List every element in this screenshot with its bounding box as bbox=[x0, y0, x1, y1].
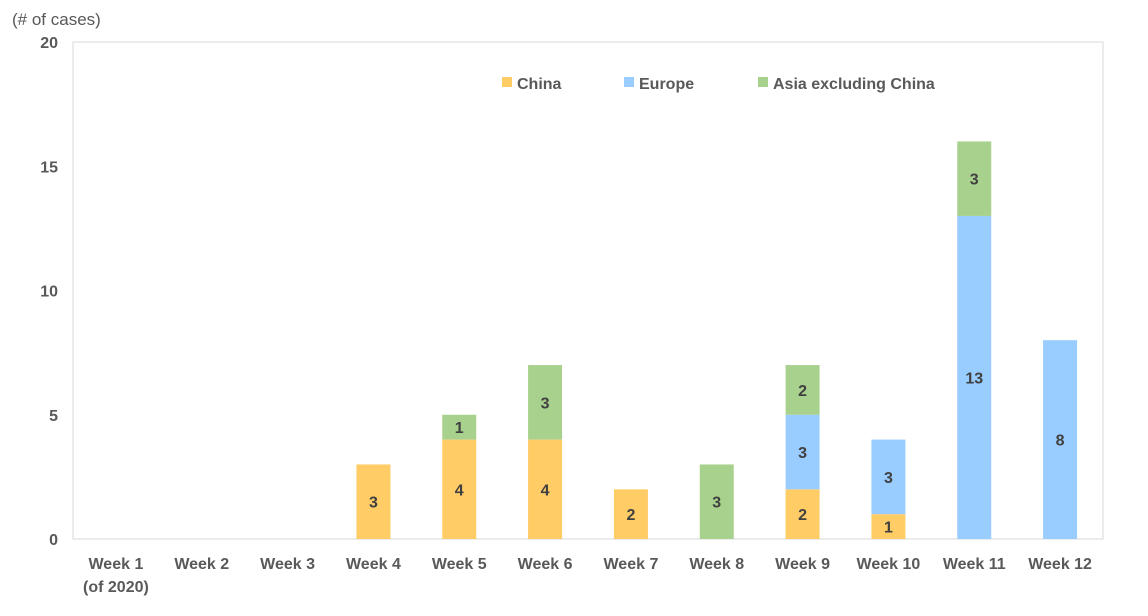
x-tick-label: Week 11 bbox=[943, 556, 1006, 573]
data-label: 3 bbox=[541, 395, 550, 412]
x-tick-label: Week 9 bbox=[775, 556, 830, 573]
data-label: 3 bbox=[970, 172, 979, 189]
bar-segment bbox=[442, 414, 477, 440]
x-tick-label: (of 2020) bbox=[83, 579, 149, 596]
plot-area bbox=[72, 41, 1104, 540]
data-label: 3 bbox=[884, 470, 893, 487]
data-label: 2 bbox=[798, 383, 807, 400]
data-label: 3 bbox=[798, 445, 807, 462]
x-tick-label: Week 5 bbox=[432, 556, 487, 573]
bars bbox=[356, 141, 1078, 539]
bar-segment bbox=[957, 141, 992, 216]
data-label: 3 bbox=[369, 495, 378, 512]
data-label: 1 bbox=[455, 420, 464, 437]
bar-segment bbox=[871, 439, 906, 515]
bar-segment bbox=[699, 464, 734, 539]
bar-segment bbox=[957, 215, 992, 539]
x-tick-label: Week 12 bbox=[1028, 556, 1092, 573]
legend-swatch bbox=[758, 77, 768, 87]
y-tick-label: 20 bbox=[40, 35, 58, 52]
data-label: 4 bbox=[455, 482, 464, 499]
y-tick-label: 15 bbox=[40, 159, 58, 176]
bar-segment bbox=[1043, 340, 1078, 539]
y-tick-label: 10 bbox=[40, 284, 58, 301]
data-label: 2 bbox=[626, 507, 635, 524]
legend-swatch bbox=[502, 77, 512, 87]
x-tick-label: Week 3 bbox=[260, 556, 315, 573]
y-tick-label: 5 bbox=[49, 408, 58, 425]
x-axis-ticks: Week 1 (of 2020) Week 2 Week 3 Week 4 Week 5 W… bbox=[83, 556, 1092, 596]
bar-segment bbox=[442, 439, 477, 539]
x-tick-label: Week 2 bbox=[174, 556, 229, 573]
x-tick-label: Week 8 bbox=[689, 556, 744, 573]
data-label: 2 bbox=[798, 507, 807, 524]
legend-swatch bbox=[624, 77, 634, 87]
x-tick-label: Week 10 bbox=[857, 556, 921, 573]
bar-segment bbox=[785, 489, 820, 539]
x-tick-label: Week 6 bbox=[518, 556, 573, 573]
legend-label: Europe bbox=[639, 76, 694, 93]
data-label: 8 bbox=[1056, 433, 1065, 450]
x-tick-label: Week 1 bbox=[88, 556, 143, 573]
x-tick-label: Week 7 bbox=[603, 556, 658, 573]
data-label: 3 bbox=[712, 495, 721, 512]
legend: China Europe Asia excluding China bbox=[502, 76, 935, 93]
data-label: 1 bbox=[884, 520, 893, 537]
bar-segment bbox=[528, 365, 563, 440]
bar-segment bbox=[356, 464, 391, 539]
bar-segment bbox=[785, 414, 820, 490]
y-tick-label: 0 bbox=[49, 532, 58, 549]
bar-segment bbox=[871, 514, 906, 539]
legend-label: Asia excluding China bbox=[773, 76, 935, 93]
data-label: 4 bbox=[541, 482, 550, 499]
data-label: 13 bbox=[965, 370, 983, 387]
bar-segment bbox=[785, 365, 820, 415]
x-tick-label: Week 4 bbox=[346, 556, 401, 573]
y-axis-label: (# of cases) bbox=[12, 10, 101, 29]
bar-segment bbox=[528, 439, 563, 539]
bar-segment bbox=[613, 489, 648, 539]
y-axis-ticks: 0 5 10 15 20 bbox=[40, 35, 58, 549]
legend-label: China bbox=[517, 76, 562, 93]
